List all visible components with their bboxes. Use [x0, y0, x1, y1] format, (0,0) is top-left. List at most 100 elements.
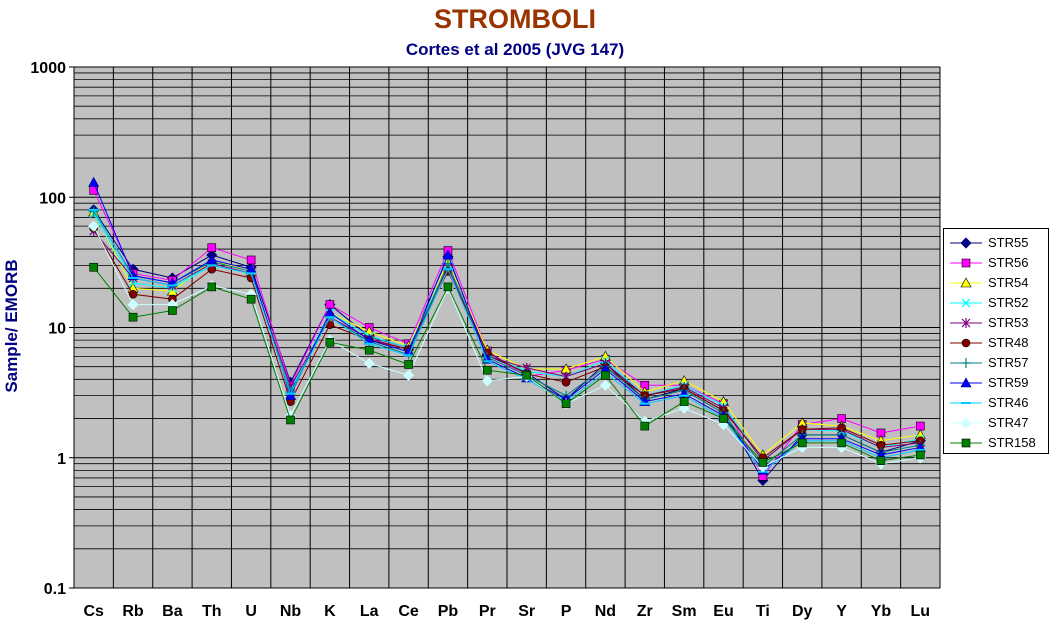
legend-item-str52: STR52 [944, 293, 1048, 313]
data-point-str56 [246, 255, 256, 265]
legend-item-str59: STR59 [944, 373, 1048, 393]
x-tick-label: Nb [280, 603, 302, 620]
legend-symbol [950, 277, 982, 288]
legend-item-str56: STR56 [944, 253, 1048, 273]
legend-item-str47: STR47 [944, 413, 1048, 433]
x-tick-label: Pb [438, 603, 459, 620]
data-point-str158 [561, 399, 571, 408]
legend-item-str54: STR54 [944, 273, 1048, 293]
legend-label: STR55 [988, 235, 1029, 250]
x-tick-label: Nd [595, 603, 616, 620]
x-tick-label: Pr [479, 603, 496, 620]
legend-item-str46: STR46 [944, 393, 1048, 413]
data-point-str47 [599, 379, 611, 391]
y-tick-label: 0.1 [44, 581, 66, 598]
legend-marker [961, 258, 971, 268]
data-point-str47 [481, 375, 493, 387]
chart-title: STROMBOLI [434, 4, 596, 34]
legend-symbol [950, 318, 982, 328]
legend-symbol [950, 258, 982, 268]
legend-label: STR46 [988, 395, 1029, 410]
data-point-str158 [837, 438, 846, 448]
legend-symbol [950, 237, 982, 249]
data-point-str158 [325, 337, 335, 347]
legend-label: STR52 [988, 295, 1029, 310]
series-line-str158 [93, 266, 921, 464]
data-point-str47 [88, 220, 100, 232]
legend-symbol [950, 402, 982, 404]
data-point-str56 [916, 421, 925, 431]
legend-marker [961, 318, 971, 328]
x-tick-label: Ce [398, 603, 419, 620]
data-point-str158 [758, 458, 768, 467]
data-point-str48 [128, 289, 138, 299]
data-point-str158 [719, 414, 728, 423]
legend-marker [960, 417, 972, 429]
x-tick-label: Rb [122, 603, 144, 620]
series-line-str53 [93, 230, 921, 462]
legend-marker [961, 358, 971, 368]
data-point-str158 [443, 282, 453, 292]
x-tick-label: Sm [672, 603, 697, 620]
x-tick-label: Sr [518, 603, 535, 620]
legend-item-str158: STR158 [944, 433, 1048, 453]
series-line-str47 [93, 225, 921, 468]
series-line-str48 [93, 227, 921, 459]
data-point-str158 [916, 450, 925, 460]
series-line-str46 [93, 209, 921, 473]
legend-symbol [950, 358, 982, 368]
data-point-str158 [286, 415, 295, 425]
series-line-str57 [93, 211, 921, 468]
data-point-str158 [640, 421, 650, 431]
x-tick-label: Ti [756, 603, 770, 620]
x-tick-label: U [245, 603, 257, 620]
data-point-str59 [284, 389, 297, 400]
data-point-str47 [127, 298, 139, 311]
data-point-str47 [363, 357, 375, 369]
x-tick-label: Eu [713, 603, 733, 620]
legend-item-str57: STR57 [944, 353, 1048, 373]
data-point-str158 [404, 360, 413, 369]
data-point-str56 [207, 243, 217, 252]
legend-label: STR59 [988, 375, 1029, 390]
data-point-str59 [88, 176, 100, 187]
legend-symbol [950, 338, 982, 348]
legend-label: STR48 [988, 335, 1029, 350]
x-tick-label: Cs [83, 603, 104, 620]
legend: STR55 STR56 STR54 STR52 STR53 STR48 STR57 STR59… [943, 228, 1049, 454]
data-point-str158 [797, 438, 807, 448]
data-point-str47 [403, 369, 415, 381]
data-point-str158 [364, 345, 374, 355]
x-tick-label: K [324, 603, 336, 620]
legend-marker [960, 277, 972, 288]
data-point-str158 [483, 365, 492, 375]
data-point-str158 [876, 456, 886, 465]
x-tick-label: P [561, 603, 572, 620]
y-tick-label: 1 [57, 451, 66, 468]
x-tick-label: Lu [911, 603, 931, 620]
legend-item-str53: STR53 [944, 313, 1048, 333]
data-point-str158 [679, 397, 689, 406]
legend-symbol [950, 417, 982, 429]
legend-marker [960, 377, 972, 388]
x-tick-label: Th [202, 603, 222, 620]
data-point-str158 [128, 312, 138, 322]
legend-item-str55: STR55 [944, 233, 1048, 253]
legend-marker [961, 438, 971, 448]
data-point-str158 [246, 294, 256, 304]
data-point-str158 [522, 370, 531, 380]
legend-label: STR158 [988, 435, 1036, 450]
data-point-str56 [89, 186, 98, 195]
x-tick-label: La [360, 603, 379, 620]
legend-label: STR53 [988, 315, 1029, 330]
series-line-str54 [93, 211, 921, 456]
legend-marker [961, 298, 971, 308]
legend-symbol [950, 377, 982, 388]
data-point-str158 [168, 306, 177, 315]
legend-symbol [950, 298, 982, 308]
data-point-str158 [207, 282, 217, 292]
legend-label: STR54 [988, 275, 1029, 290]
legend-label: STR57 [988, 355, 1029, 370]
chart-subtitle: Cortes et al 2005 (JVG 147) [405, 40, 625, 59]
